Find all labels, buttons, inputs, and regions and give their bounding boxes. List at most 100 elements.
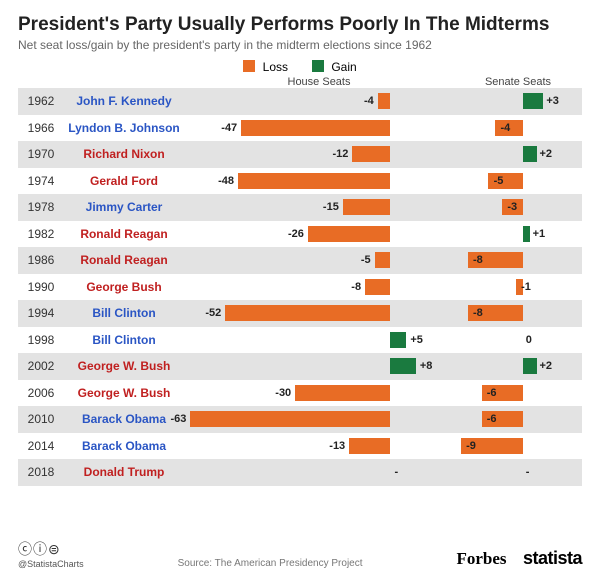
house-cell: -5 — [184, 247, 454, 274]
table-row: 1994Bill Clinton-52-8 — [18, 300, 582, 327]
house-bar — [343, 199, 391, 215]
senate-cell: -8 — [454, 300, 582, 327]
house-cell: - — [184, 459, 454, 486]
senate-value: -3 — [507, 199, 517, 215]
house-cell: -26 — [184, 221, 454, 248]
senate-value: +3 — [546, 93, 559, 109]
senate-value: +2 — [540, 358, 553, 374]
legend: Loss Gain — [18, 60, 582, 74]
senate-value: +2 — [540, 146, 553, 162]
house-bar — [238, 173, 390, 189]
president-name: George W. Bush — [64, 359, 184, 373]
senate-value: - — [526, 464, 530, 480]
data-rows: 1962John F. Kennedy-4+31966Lyndon B. Joh… — [18, 88, 582, 486]
table-row: 1998Bill Clinton +5 0 — [18, 327, 582, 354]
president-name: Donald Trump — [64, 465, 184, 479]
year-cell: 1970 — [18, 147, 64, 161]
senate-bar — [523, 146, 537, 162]
president-name: Bill Clinton — [64, 333, 184, 347]
president-name: Ronald Reagan — [64, 227, 184, 241]
legend-loss: Loss — [243, 60, 288, 74]
senate-cell: -6 — [454, 406, 582, 433]
president-name: George Bush — [64, 280, 184, 294]
house-cell: -63 — [184, 406, 454, 433]
house-cell: -4 — [184, 88, 454, 115]
year-cell: 1974 — [18, 174, 64, 188]
year-cell: 1982 — [18, 227, 64, 241]
house-cell: -47 — [184, 115, 454, 142]
footer: ⓒⓘ⊜ @StatistaCharts Source: The American… — [18, 539, 582, 569]
president-name: Barack Obama — [64, 439, 184, 453]
house-value: -4 — [364, 93, 374, 109]
senate-value: -6 — [487, 385, 497, 401]
table-row: 2014Barack Obama-13-9 — [18, 433, 582, 460]
house-cell: -15 — [184, 194, 454, 221]
house-value: -5 — [361, 252, 371, 268]
house-bar — [365, 279, 390, 295]
senate-cell: - — [454, 459, 582, 486]
president-name: John F. Kennedy — [64, 94, 184, 108]
house-value: -30 — [275, 385, 291, 401]
president-name: Jimmy Carter — [64, 200, 184, 214]
table-row: 2010Barack Obama-63-6 — [18, 406, 582, 433]
senate-cell: -3 — [454, 194, 582, 221]
house-value: -52 — [205, 305, 221, 321]
senate-cell: -5 — [454, 168, 582, 195]
house-value: -13 — [329, 438, 345, 454]
chart-subtitle: Net seat loss/gain by the president's pa… — [18, 38, 582, 52]
cc-icons: ⓒⓘ⊜ — [18, 539, 84, 559]
house-value: -48 — [218, 173, 234, 189]
senate-value: -8 — [473, 252, 483, 268]
house-value: +5 — [410, 332, 423, 348]
house-bar — [295, 385, 390, 401]
house-bar — [378, 93, 391, 109]
senate-cell: -4 — [454, 115, 582, 142]
senate-value: -4 — [500, 120, 510, 136]
year-cell: 2002 — [18, 359, 64, 373]
president-name: George W. Bush — [64, 386, 184, 400]
senate-cell: +3 — [454, 88, 582, 115]
year-cell: 1966 — [18, 121, 64, 135]
table-row: 1966Lyndon B. Johnson-47-4 — [18, 115, 582, 142]
year-cell: 1986 — [18, 253, 64, 267]
senate-value: 0 — [526, 332, 532, 348]
gain-swatch — [312, 60, 324, 72]
table-row: 1974Gerald Ford-48-5 — [18, 168, 582, 195]
house-bar — [349, 438, 390, 454]
source: Source: The American Presidency Project — [178, 558, 363, 569]
senate-value: -8 — [473, 305, 483, 321]
senate-cell: +2 — [454, 141, 582, 168]
statista-logo: statista — [523, 548, 582, 568]
house-cell: -52 — [184, 300, 454, 327]
house-value: - — [394, 464, 398, 480]
house-bar — [308, 226, 391, 242]
senate-cell: -8 — [454, 247, 582, 274]
senate-cell: 0 — [454, 327, 582, 354]
senate-header: Senate Seats — [454, 76, 582, 88]
year-cell: 1962 — [18, 94, 64, 108]
house-value: +8 — [420, 358, 433, 374]
house-bar — [225, 305, 390, 321]
column-headers: House Seats Senate Seats — [18, 76, 582, 88]
table-row: 1962John F. Kennedy -4 +3 — [18, 88, 582, 115]
president-name: Ronald Reagan — [64, 253, 184, 267]
year-cell: 1998 — [18, 333, 64, 347]
senate-value: -5 — [494, 173, 504, 189]
forbes-logo: Forbes — [456, 549, 506, 568]
legend-gain: Gain — [312, 60, 357, 74]
house-cell: -48 — [184, 168, 454, 195]
senate-cell: -6 — [454, 380, 582, 407]
house-bar — [375, 252, 391, 268]
table-row: 1986Ronald Reagan -5 -8 — [18, 247, 582, 274]
senate-cell: -9 — [454, 433, 582, 460]
table-row: 1990George Bush-8-1 — [18, 274, 582, 301]
legend-gain-label: Gain — [331, 60, 356, 74]
house-cell: -13 — [184, 433, 454, 460]
chart-title: President's Party Usually Performs Poorl… — [18, 14, 582, 36]
senate-cell: -1 — [454, 274, 582, 301]
house-bar — [190, 411, 390, 427]
president-name: Barack Obama — [64, 412, 184, 426]
house-cell: +8 — [184, 353, 454, 380]
year-cell: 1994 — [18, 306, 64, 320]
house-header: House Seats — [184, 76, 454, 88]
